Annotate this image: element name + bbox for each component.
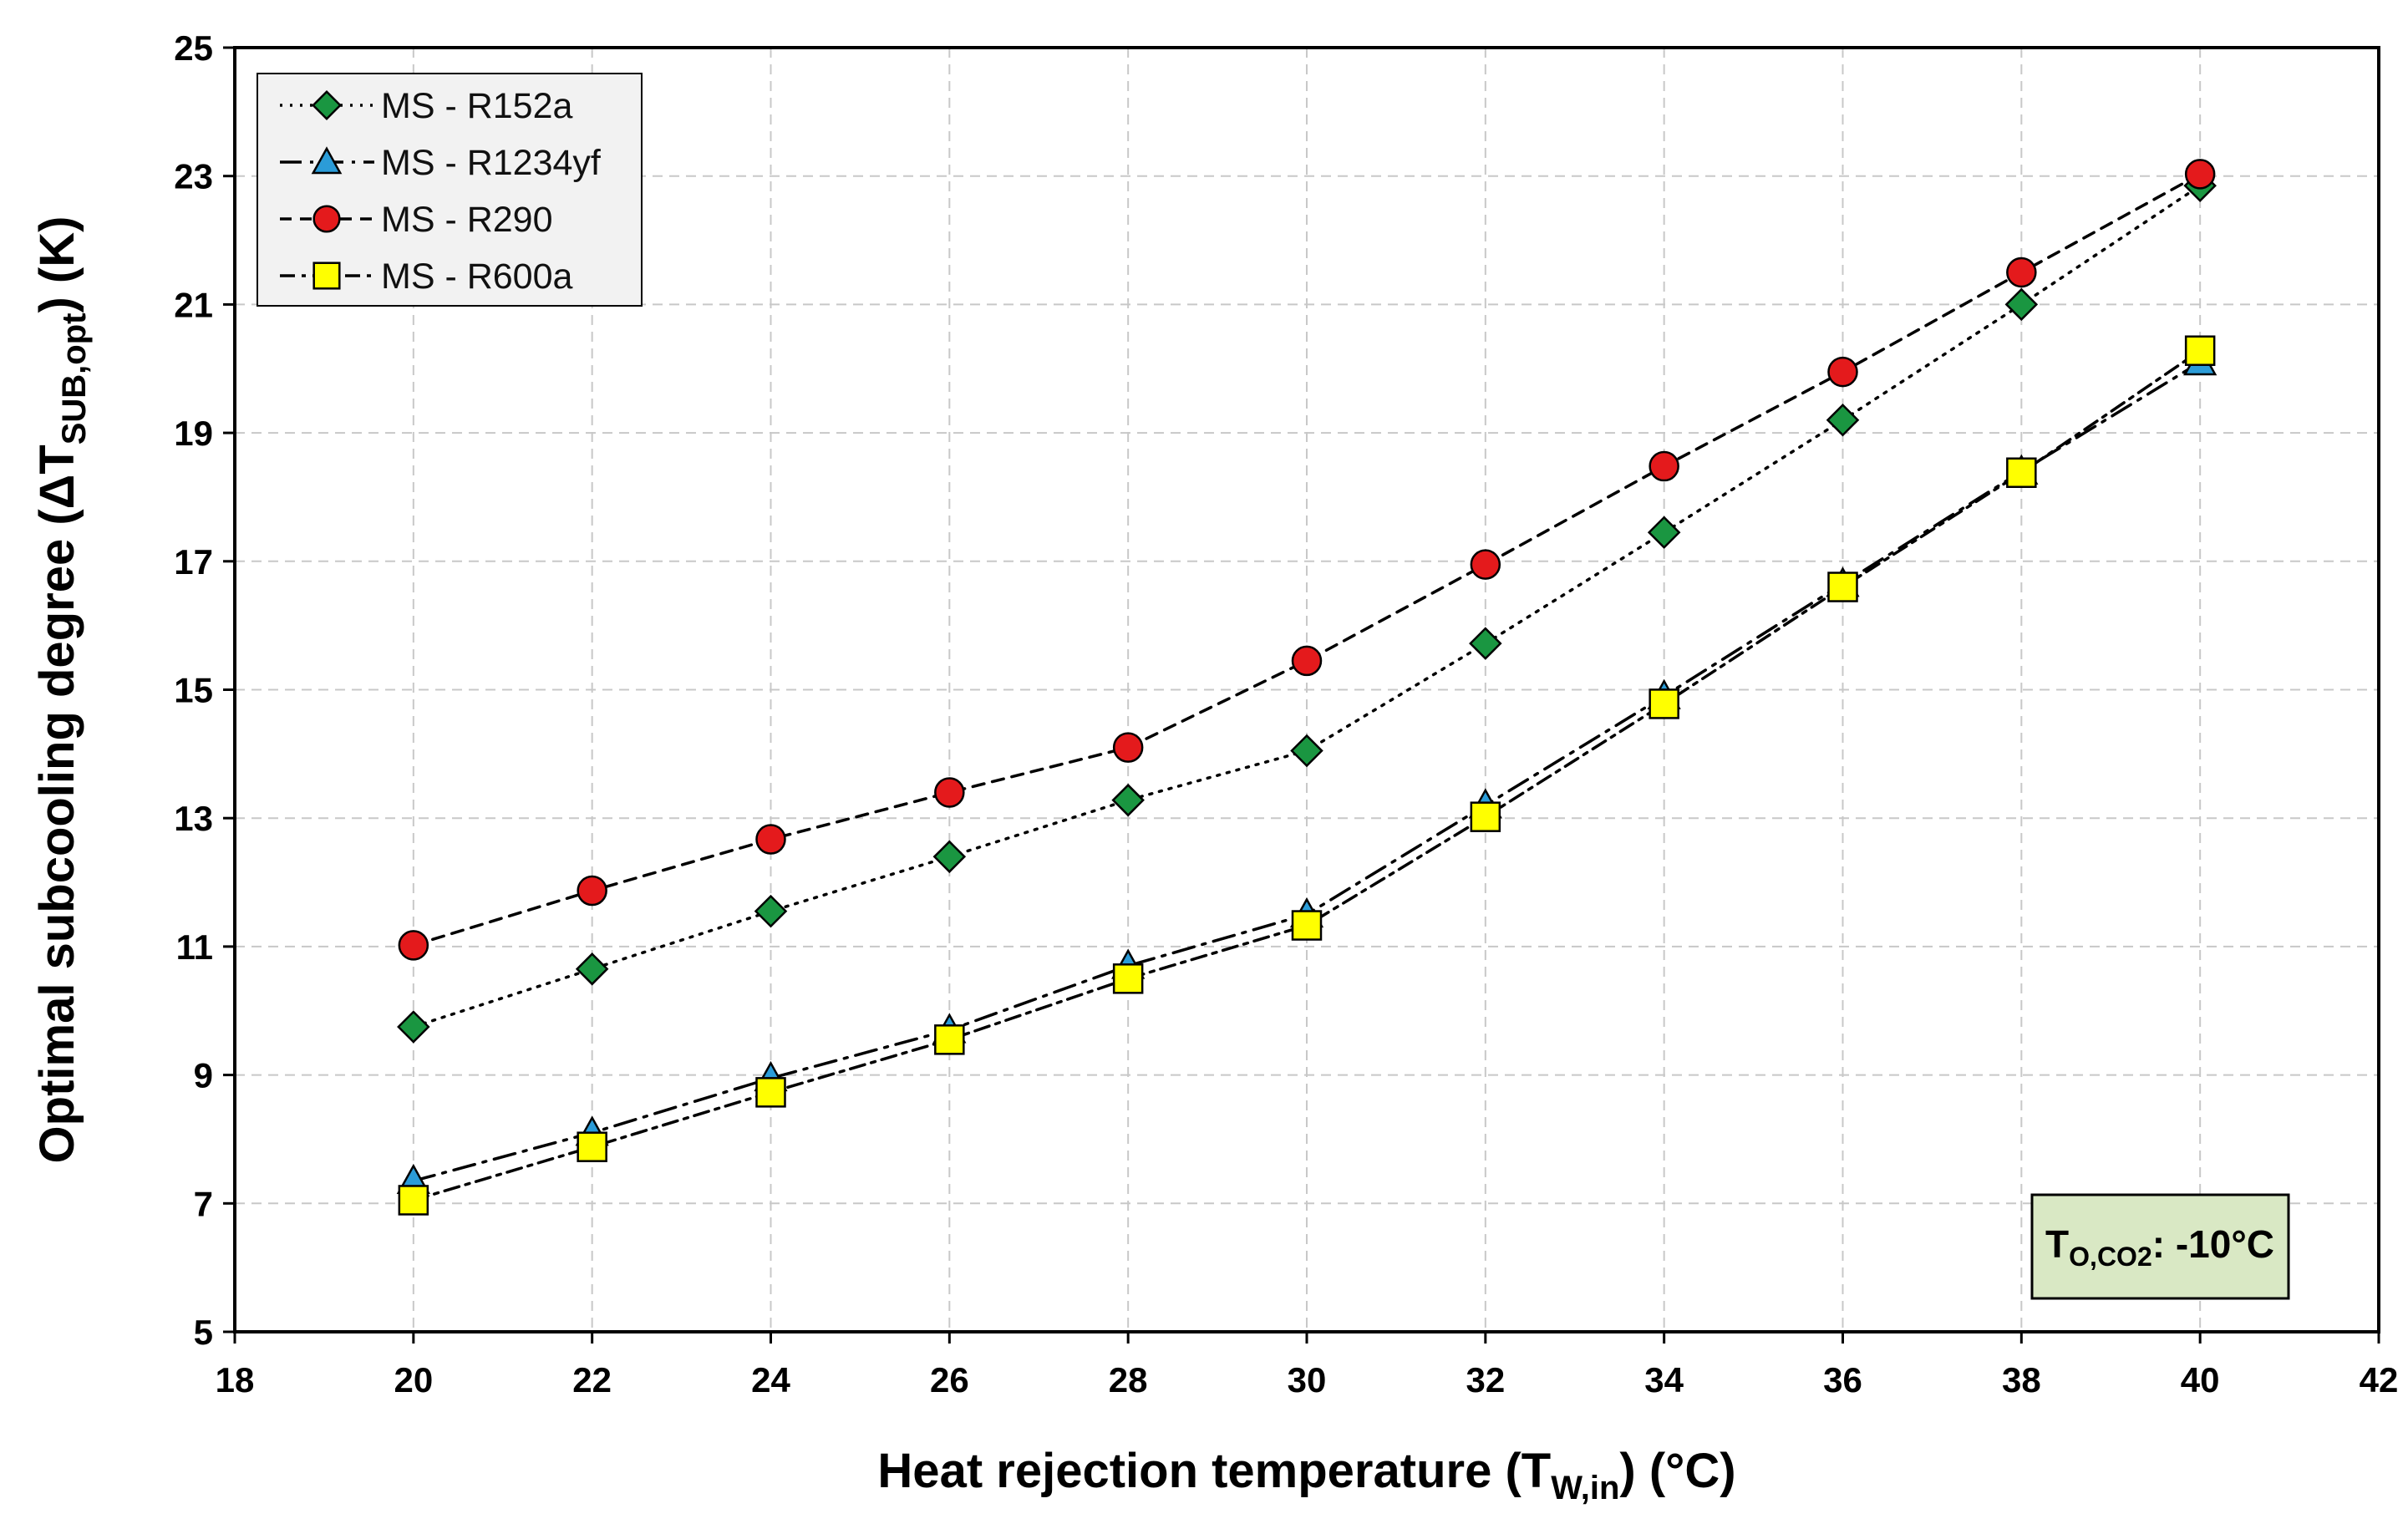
legend-marker-square xyxy=(312,262,341,290)
y-tick-label: 13 xyxy=(174,799,213,838)
legend-item: MS - R152a xyxy=(280,86,573,126)
x-axis-title-tail: ) (°C) xyxy=(1619,1444,1735,1498)
series-ms-r290 xyxy=(398,159,2216,961)
x-tick-label: 40 xyxy=(2181,1360,2220,1399)
x-tick-label: 26 xyxy=(930,1360,969,1399)
y-tick-label: 21 xyxy=(174,285,213,324)
y-axis-title-subscript: SUB,opt xyxy=(56,312,93,444)
data-point-square xyxy=(577,1131,607,1162)
y-tick-label: 7 xyxy=(194,1184,213,1223)
y-tick-label: 23 xyxy=(174,157,213,196)
y-tick-label: 19 xyxy=(174,414,213,453)
legend-item: MS - R1234yf xyxy=(280,143,602,183)
legend-label: MS - R600a xyxy=(381,257,573,297)
y-axis-title: Optimal subcooling degree (ΔTSUB,opt) (K… xyxy=(30,216,93,1164)
y-axis-title-tail: ) (K) xyxy=(30,216,84,313)
series-ms-r600a xyxy=(398,335,2216,1216)
x-tick-label: 36 xyxy=(1823,1360,1862,1399)
x-axis-title: Heat rejection temperature (TW,in) (°C) xyxy=(877,1444,1735,1506)
y-axis-title-main: Optimal subcooling degree (ΔT xyxy=(30,444,84,1163)
data-point-circle xyxy=(1112,732,1144,763)
y-tick-label: 17 xyxy=(174,542,213,582)
x-tick-label: 38 xyxy=(2002,1360,2041,1399)
data-point-circle xyxy=(2006,257,2037,288)
legend-marker-triangle xyxy=(311,146,343,175)
x-tick-label: 20 xyxy=(394,1360,433,1399)
data-point-square xyxy=(1291,910,1323,941)
legend-item: MS - R600a xyxy=(280,257,573,297)
data-point-diamond xyxy=(932,840,967,874)
data-point-square xyxy=(755,1077,786,1108)
data-point-square xyxy=(1112,963,1144,994)
y-tick-label: 25 xyxy=(174,28,213,68)
data-point-circle xyxy=(1291,645,1323,677)
legend-label: MS - R290 xyxy=(381,200,553,240)
data-point-circle xyxy=(2184,159,2216,190)
data-point-square xyxy=(1649,688,1679,719)
data-point-diamond xyxy=(1290,734,1323,768)
x-tick-label: 42 xyxy=(2360,1360,2399,1399)
data-point-circle xyxy=(1827,356,1858,388)
y-tick-label: 5 xyxy=(194,1313,213,1352)
series-line xyxy=(412,172,2202,947)
legend-marker-circle xyxy=(312,205,341,233)
legend-marker-diamond xyxy=(312,90,342,120)
x-tick-label: 22 xyxy=(572,1360,612,1399)
data-point-square xyxy=(1470,801,1501,832)
annotation-main: T xyxy=(2045,1222,2069,1266)
legend-label: MS - R152a xyxy=(381,86,573,126)
data-point-square xyxy=(934,1024,965,1055)
series-layer xyxy=(396,159,2217,1216)
y-tick-label: 15 xyxy=(174,671,213,710)
annotation-background xyxy=(2030,1193,2290,1300)
data-point-diamond xyxy=(1826,403,1860,437)
data-point-diamond xyxy=(754,894,788,928)
data-point-diamond xyxy=(397,1010,430,1044)
data-point-circle xyxy=(755,824,786,855)
x-tick-label: 30 xyxy=(1288,1360,1327,1399)
annotation-tail: : -10°C xyxy=(2152,1222,2274,1266)
data-point-diamond xyxy=(2004,287,2039,322)
annotation-label: TO,CO2: -10°C xyxy=(2045,1222,2274,1272)
x-tick-label: 24 xyxy=(751,1360,790,1399)
data-point-circle xyxy=(1470,549,1501,580)
data-point-square xyxy=(2006,457,2037,488)
x-tick-label: 28 xyxy=(1109,1360,1148,1399)
data-point-square xyxy=(398,1185,429,1216)
x-axis-title-subscript: W,in xyxy=(1551,1470,1619,1506)
data-point-diamond xyxy=(1647,516,1681,549)
legend-label: MS - R1234yf xyxy=(381,143,602,183)
axis-ticks: 18 20 22 24 26 28 30 32 34 36 38 40 42 5 7 9 11 13 15 17 19 2… xyxy=(174,28,2398,1399)
y-tick-label: 9 xyxy=(194,1056,213,1095)
y-tick-label: 11 xyxy=(176,927,213,967)
x-tick-label: 34 xyxy=(1644,1360,1684,1399)
data-point-diamond xyxy=(1111,783,1145,817)
legend-item: MS - R290 xyxy=(280,200,553,240)
x-tick-label: 32 xyxy=(1466,1360,1505,1399)
data-point-circle xyxy=(398,930,429,961)
data-point-square xyxy=(2184,335,2216,366)
legend: MS - R152a MS - R1234yf MS - R290 MS - R600… xyxy=(257,73,643,307)
x-axis-title-main: Heat rejection temperature (T xyxy=(877,1444,1551,1498)
data-point-circle xyxy=(1649,450,1679,482)
data-point-diamond xyxy=(575,952,609,986)
data-point-circle xyxy=(577,875,607,907)
x-tick-label: 18 xyxy=(216,1360,255,1399)
annotation-box: TO,CO2: -10°C xyxy=(2030,1193,2290,1300)
data-point-square xyxy=(1827,571,1858,602)
annotation-subscript: O,CO2 xyxy=(2069,1242,2152,1272)
data-point-diamond xyxy=(1469,627,1502,660)
data-point-circle xyxy=(934,777,965,808)
